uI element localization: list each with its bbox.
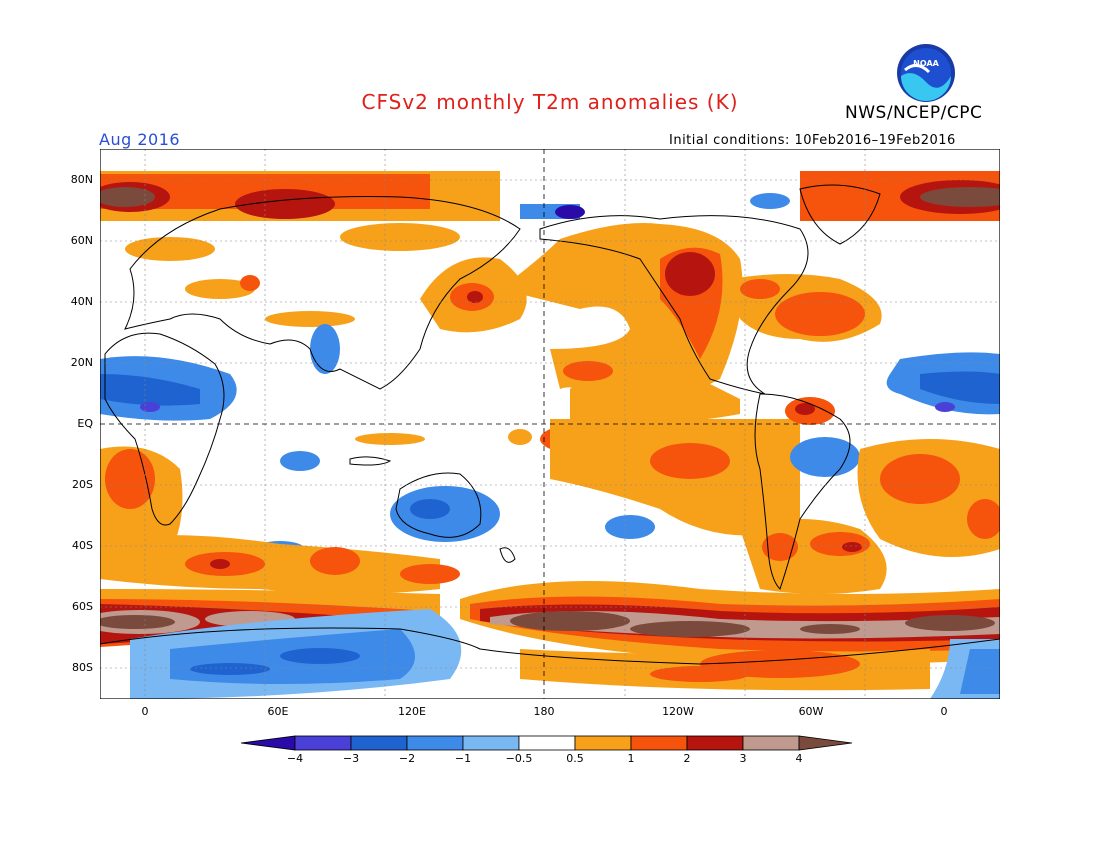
anomaly-map [100, 149, 1000, 699]
lat-tick-label: 80S [72, 661, 93, 674]
colorbar-segment [406, 735, 464, 751]
colorbar-label: 1 [627, 752, 635, 765]
lat-tick-label: 20N [70, 356, 93, 369]
lat-tick-label: 20S [72, 478, 93, 491]
colorbar-label: −3 [342, 752, 360, 765]
colorbar-segment [350, 735, 408, 751]
lon-tick-label: 60W [798, 705, 824, 718]
lat-tick-label: 80N [70, 173, 93, 186]
colorbar-segment [798, 735, 853, 751]
antarctica-outline [100, 627, 1000, 665]
lon-tick-label: 180 [533, 705, 555, 718]
colorbar-segment [574, 735, 632, 751]
lat-tick-label: 60S [72, 600, 93, 613]
map-title: CFSv2 monthly T2m anomalies (K) [361, 90, 739, 114]
map-grid [100, 149, 1000, 699]
lon-tick-label: 120W [662, 705, 694, 718]
africa-outline [104, 332, 225, 526]
lat-tick-label: EQ [77, 417, 93, 430]
south-america-outline [754, 393, 851, 590]
initial-conditions: Initial conditions: 10Feb2016–19Feb2016 [669, 133, 956, 148]
colorbar [240, 735, 853, 751]
colorbar-segment [240, 735, 296, 751]
colorbar-label: −4 [286, 752, 304, 765]
colorbar-segment [518, 735, 576, 751]
lat-tick-label: 60N [70, 234, 93, 247]
colorbar-segment [630, 735, 688, 751]
colorbar-label: 4 [795, 752, 803, 765]
lat-tick-label: 40N [70, 295, 93, 308]
greenland-outline [799, 184, 881, 245]
eurasia-outline [124, 196, 521, 390]
australia-outline [395, 472, 482, 538]
svg-text:NOAA: NOAA [913, 59, 939, 68]
forecast-month: Aug 2016 [99, 130, 181, 149]
lon-tick-label: 0 [940, 705, 948, 718]
colorbar-label: 2 [683, 752, 691, 765]
colorbar-label: 0.5 [566, 752, 584, 765]
lon-tick-label: 60E [267, 705, 289, 718]
lon-tick-label: 120E [398, 705, 426, 718]
colorbar-label: 3 [739, 752, 747, 765]
lat-tick-label: 40S [72, 539, 93, 552]
colorbar-label: −2 [398, 752, 416, 765]
colorbar-label: −1 [454, 752, 472, 765]
noaa-logo: NOAA [897, 44, 955, 102]
colorbar-segment [742, 735, 800, 751]
north-america-outline [539, 215, 809, 395]
colorbar-segment [462, 735, 520, 751]
colorbar-segment [294, 735, 352, 751]
lon-tick-label: 0 [141, 705, 149, 718]
colorbar-segment [686, 735, 744, 751]
colorbar-label: −0.5 [505, 752, 533, 765]
agency-label: NWS/NCEP/CPC [845, 103, 983, 123]
